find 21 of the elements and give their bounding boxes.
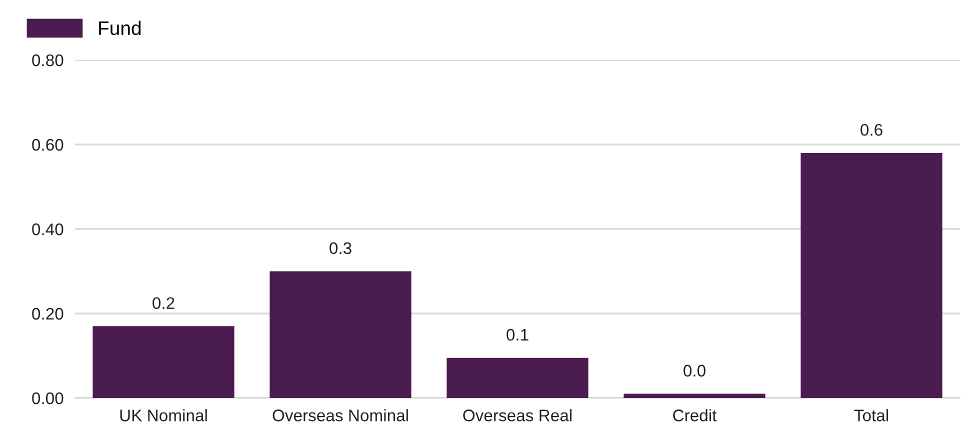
x-tick-label: UK Nominal xyxy=(120,409,207,422)
data-label: 0.0 xyxy=(684,364,706,377)
data-label: 0.3 xyxy=(330,242,352,254)
data-label: 0.1 xyxy=(506,328,528,341)
bar xyxy=(800,152,942,398)
bar xyxy=(624,394,766,398)
bar xyxy=(446,358,588,398)
data-label: 0.2 xyxy=(152,297,174,309)
y-tick-label: 0.20 xyxy=(32,308,64,320)
x-tick-label: Total xyxy=(854,409,888,422)
bar xyxy=(270,271,412,398)
x-tick-label: Credit xyxy=(673,409,717,422)
bar xyxy=(92,326,234,398)
y-tick-label: 0.80 xyxy=(32,54,64,66)
x-tick-label: Overseas Real xyxy=(463,409,572,422)
y-tick-label: 0.60 xyxy=(32,138,64,151)
y-tick-label: 0.40 xyxy=(32,223,64,236)
legend-label: Fund xyxy=(99,20,141,36)
data-label: 0.6 xyxy=(860,124,882,136)
x-tick-label: Overseas Nominal xyxy=(272,409,408,422)
y-tick-label: 0.00 xyxy=(32,392,64,404)
